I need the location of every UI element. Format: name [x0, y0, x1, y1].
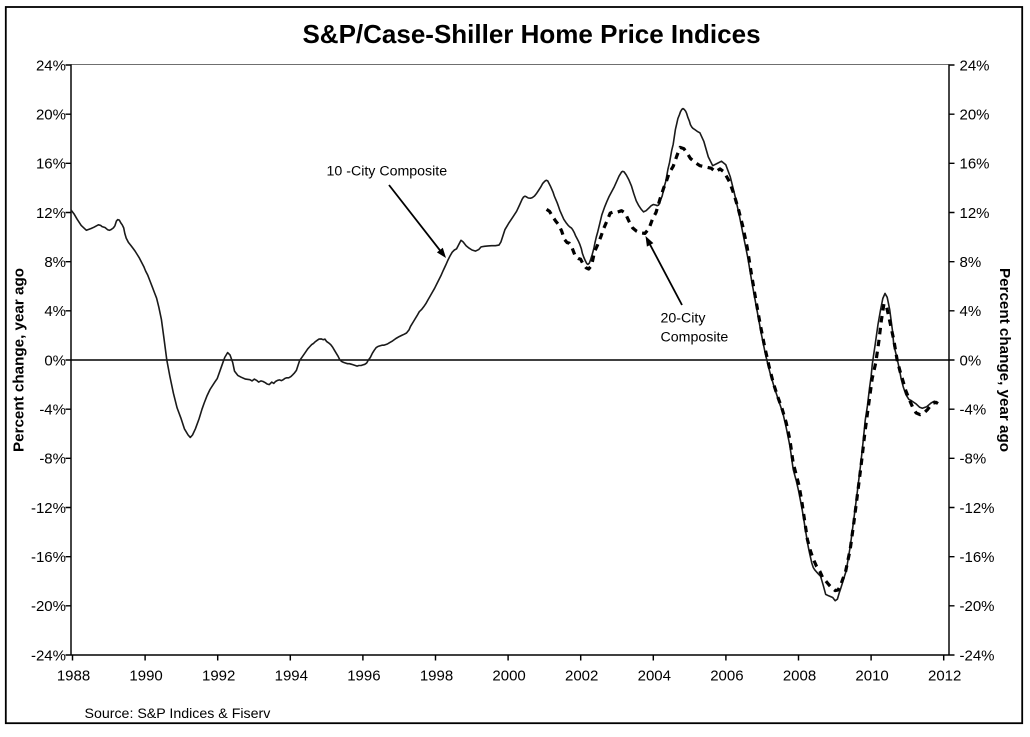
svg-text:4%: 4%: [44, 303, 66, 320]
svg-text:16%: 16%: [960, 156, 990, 173]
svg-text:-12%: -12%: [960, 500, 995, 517]
svg-text:24%: 24%: [960, 57, 990, 74]
svg-text:-20%: -20%: [31, 598, 66, 615]
svg-text:8%: 8%: [44, 254, 66, 271]
svg-text:1996: 1996: [347, 668, 380, 685]
svg-text:2002: 2002: [565, 668, 598, 685]
svg-text:-16%: -16%: [31, 549, 66, 566]
svg-text:10 -City Composite: 10 -City Composite: [327, 164, 448, 180]
svg-text:2006: 2006: [710, 668, 743, 685]
svg-text:-12%: -12%: [31, 500, 66, 517]
svg-text:Composite: Composite: [661, 330, 729, 346]
svg-text:-8%: -8%: [960, 451, 987, 468]
svg-text:20-City: 20-City: [661, 311, 707, 327]
svg-text:20%: 20%: [36, 107, 66, 124]
svg-text:1988: 1988: [57, 668, 90, 685]
svg-text:1990: 1990: [129, 668, 162, 685]
svg-text:Percent change, year ago: Percent change, year ago: [10, 268, 27, 452]
svg-text:12%: 12%: [960, 205, 990, 222]
svg-text:24%: 24%: [36, 57, 66, 74]
svg-text:-24%: -24%: [960, 647, 995, 664]
svg-text:S&P/Case-Shiller Home Price In: S&P/Case-Shiller Home Price Indices: [302, 19, 760, 49]
svg-text:12%: 12%: [36, 205, 66, 222]
svg-text:2008: 2008: [783, 668, 816, 685]
svg-text:8%: 8%: [960, 254, 982, 271]
svg-text:4%: 4%: [960, 303, 982, 320]
svg-text:0%: 0%: [44, 352, 66, 369]
svg-text:1998: 1998: [420, 668, 453, 685]
svg-text:2010: 2010: [855, 668, 888, 685]
svg-text:1992: 1992: [202, 668, 235, 685]
svg-text:20%: 20%: [960, 107, 990, 124]
svg-text:2012: 2012: [928, 668, 961, 685]
svg-text:1994: 1994: [275, 668, 308, 685]
svg-text:0%: 0%: [960, 352, 982, 369]
svg-text:-20%: -20%: [960, 598, 995, 615]
svg-text:Percent change, year ago: Percent change, year ago: [996, 268, 1013, 452]
svg-text:Source: S&P Indices & Fiserv: Source: S&P Indices & Fiserv: [85, 706, 272, 722]
svg-text:2000: 2000: [492, 668, 525, 685]
svg-text:-8%: -8%: [39, 451, 66, 468]
svg-text:2004: 2004: [638, 668, 671, 685]
svg-text:-16%: -16%: [960, 549, 995, 566]
svg-text:-4%: -4%: [960, 402, 987, 419]
svg-text:16%: 16%: [36, 156, 66, 173]
svg-text:-4%: -4%: [39, 402, 66, 419]
svg-text:-24%: -24%: [31, 647, 66, 664]
